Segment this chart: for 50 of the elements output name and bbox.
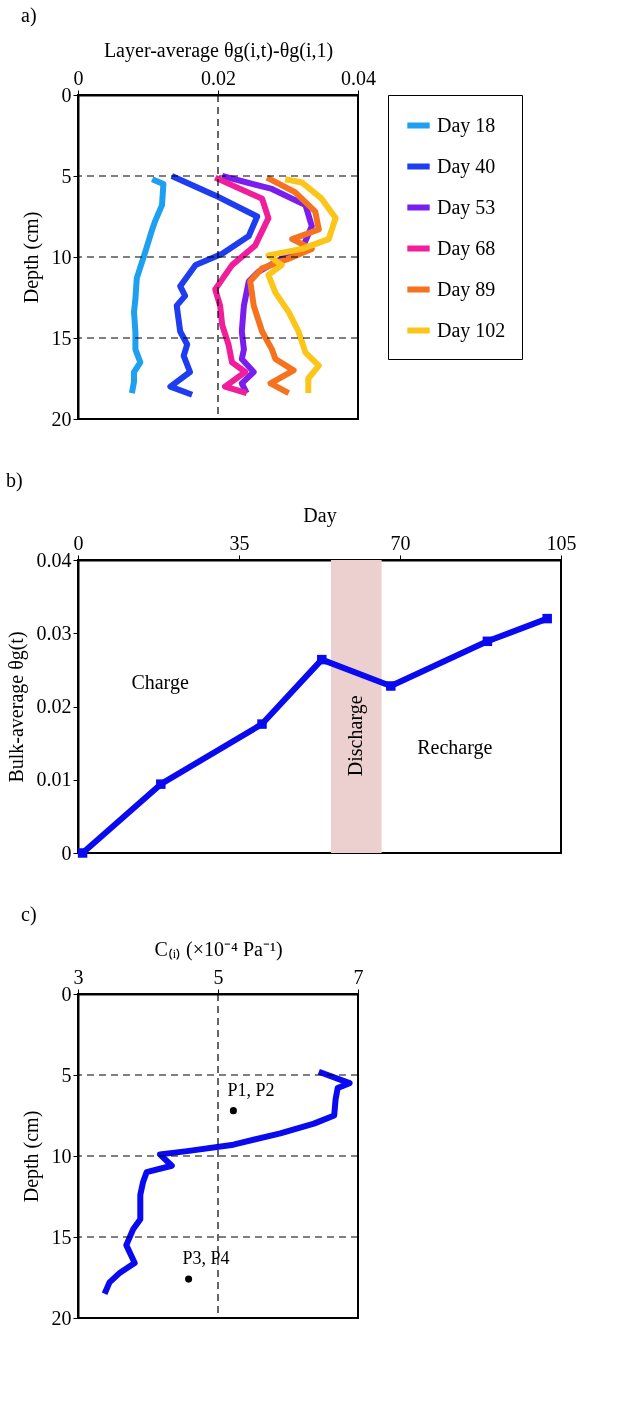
point xyxy=(257,719,267,729)
band-label: Discharge xyxy=(344,695,368,777)
annotation: Charge xyxy=(131,671,189,695)
chart-title: b) xyxy=(6,469,23,492)
y-tick-label: 10 xyxy=(51,1144,72,1167)
y-tick-label: 5 xyxy=(61,1063,72,1086)
x-axis-title: Day xyxy=(303,503,337,527)
y-tick-label: 15 xyxy=(51,326,72,349)
x-tick-label: 0.04 xyxy=(341,66,376,89)
legend-label: Day 89 xyxy=(437,277,496,301)
x-tick-label: 3 xyxy=(73,965,84,988)
point xyxy=(317,654,327,665)
chart-title: c) xyxy=(21,903,37,926)
x-tick-label: 7 xyxy=(353,965,364,988)
y-tick-label: 20 xyxy=(51,407,72,430)
legend-label: Day 53 xyxy=(437,195,496,219)
y-tick-label: 0 xyxy=(61,841,72,864)
x-tick-label: 35 xyxy=(229,531,250,554)
y-tick-label: 0.04 xyxy=(36,548,72,571)
chart-title: a) xyxy=(21,4,37,27)
y-tick-label: 0.03 xyxy=(36,621,72,644)
y-tick-label: 10 xyxy=(51,245,72,268)
annotation: Recharge xyxy=(417,735,493,759)
x-tick-label: 105 xyxy=(546,531,577,554)
y-tick-label: 0 xyxy=(61,83,72,106)
legend-label: Day 18 xyxy=(437,113,496,137)
x-axis-title: Layer-average θg(i,t)-θg(i,1) xyxy=(103,38,334,62)
y-axis-title: Bulk-average θg(t) xyxy=(4,631,28,783)
legend-label: Day 102 xyxy=(437,318,506,342)
annotation: P1, P2 xyxy=(227,1079,275,1100)
x-tick-label: 0.02 xyxy=(201,66,236,89)
y-axis-title: Depth (cm) xyxy=(19,1110,43,1203)
point xyxy=(482,636,493,647)
annotation: P3, P4 xyxy=(182,1248,230,1269)
point xyxy=(386,681,396,691)
y-tick-label: 20 xyxy=(51,1306,72,1329)
x-axis-title: C₍ᵢ₎ (×10⁻⁴ Pa⁻¹) xyxy=(154,937,283,961)
y-tick-label: 0 xyxy=(61,982,72,1005)
y-tick-label: 0.01 xyxy=(36,768,72,791)
y-tick-label: 5 xyxy=(61,164,72,187)
x-tick-label: 5 xyxy=(213,965,224,988)
y-tick-label: 0.02 xyxy=(36,695,72,717)
x-tick-label: 70 xyxy=(390,531,411,554)
y-axis-title: Depth (cm) xyxy=(19,211,43,304)
legend-label: Day 40 xyxy=(437,154,496,178)
point xyxy=(156,779,166,789)
legend-label: Day 68 xyxy=(437,236,496,260)
point xyxy=(77,848,88,858)
point xyxy=(542,613,552,624)
y-tick-label: 15 xyxy=(51,1225,72,1248)
